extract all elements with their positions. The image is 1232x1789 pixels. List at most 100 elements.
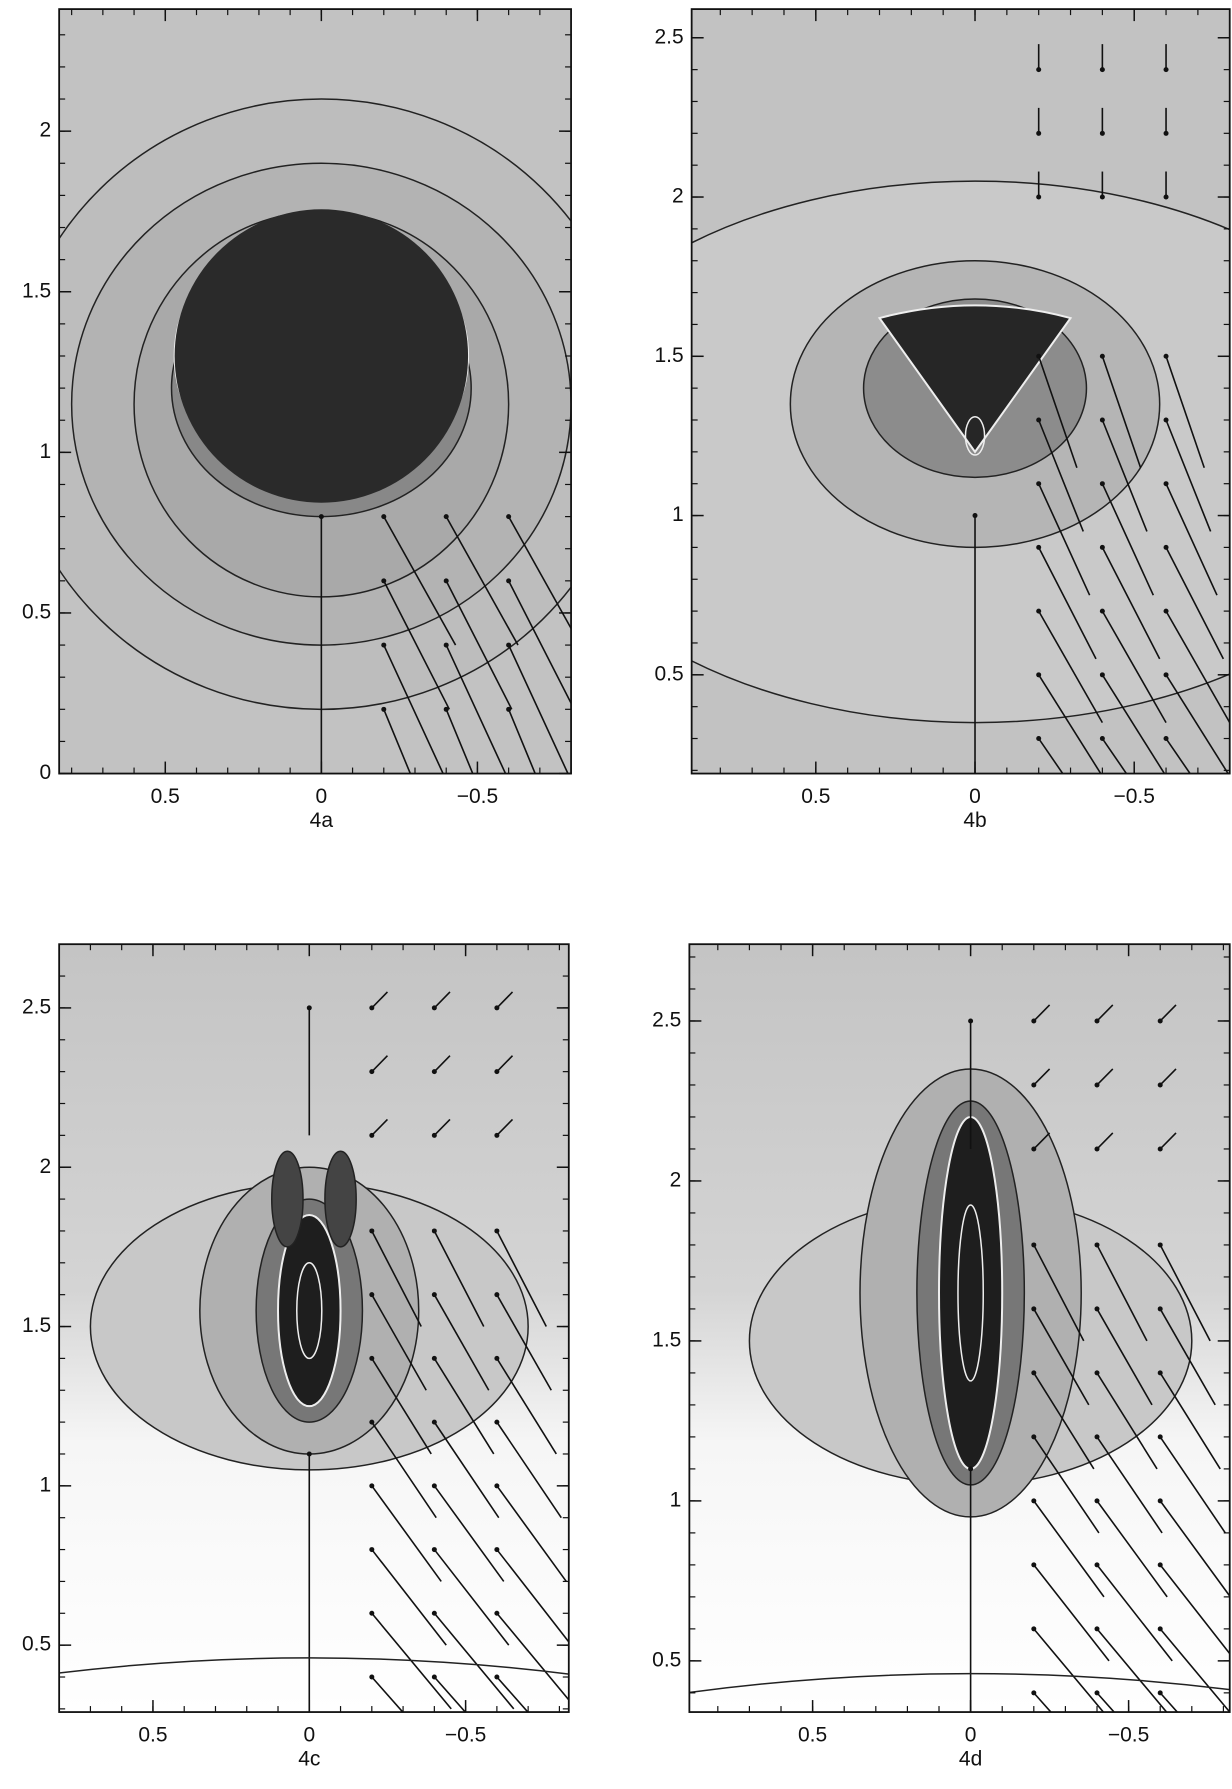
- vector-base: [1031, 1690, 1037, 1696]
- vector-base: [494, 1674, 500, 1680]
- vector-base: [369, 1005, 375, 1011]
- velocity-vector: [371, 1421, 437, 1519]
- panel-label: 4d: [959, 1748, 982, 1771]
- vector-base: [431, 1547, 437, 1553]
- vector-base: [443, 578, 449, 584]
- velocity-vector: [1101, 547, 1161, 660]
- vector-base: [1163, 481, 1169, 487]
- velocity-vector: [433, 991, 451, 1009]
- vector-base: [1163, 417, 1169, 423]
- vector-base: [1094, 1146, 1100, 1152]
- vector-base: [1157, 1306, 1163, 1312]
- velocity-vector: [371, 1294, 427, 1391]
- velocity-vector: [496, 1676, 529, 1713]
- vector-base: [1157, 1562, 1163, 1568]
- vector-base: [369, 1674, 375, 1680]
- panel: 0.5 0 −0.5 0.5 1 1.5 2 2.5 4b: [654, 8, 1231, 832]
- velocity-vector: [1037, 610, 1104, 723]
- x-tick-label: 0: [965, 1724, 977, 1747]
- x-tick-label: 0.5: [801, 785, 830, 808]
- vector-base: [431, 1005, 437, 1011]
- velocity-vector: [383, 580, 451, 710]
- velocity-vector: [1159, 1132, 1177, 1150]
- velocity-vector: [1033, 1564, 1110, 1662]
- vector-base: [381, 642, 387, 648]
- velocity-vector: [371, 1357, 432, 1455]
- panel-label: 4c: [298, 1748, 320, 1771]
- velocity-vector: [1038, 674, 1102, 774]
- vector-base: [369, 1483, 375, 1489]
- vector-base: [1094, 1434, 1100, 1440]
- velocity-vector: [371, 991, 389, 1009]
- vector-base: [1036, 544, 1042, 550]
- velocity-vector: [445, 644, 507, 774]
- velocity-vector: [1159, 1244, 1211, 1342]
- vector-base: [1157, 1146, 1163, 1152]
- vector-base: [1036, 481, 1042, 487]
- vector-base: [369, 1132, 375, 1138]
- velocity-vector: [496, 1549, 569, 1644]
- velocity-vector: [1038, 738, 1064, 774]
- vector-base: [1094, 1626, 1100, 1632]
- vector-base: [1099, 672, 1105, 678]
- vector-base: [968, 1466, 974, 1472]
- contour: [324, 1150, 357, 1248]
- vector-base: [1031, 1434, 1037, 1440]
- vector-base: [1036, 67, 1042, 73]
- velocity-vector: [1101, 738, 1128, 774]
- vector-base: [968, 1018, 974, 1024]
- vector-base: [494, 1483, 500, 1489]
- y-tick-label: 2: [39, 119, 51, 142]
- velocity-vector: [1037, 356, 1078, 469]
- vector-base: [494, 1292, 500, 1298]
- vector-base: [1157, 1690, 1163, 1696]
- vector-base: [1163, 130, 1169, 136]
- x-tick-label: 0: [969, 785, 981, 808]
- velocity-vector: [1033, 1692, 1052, 1713]
- velocity-vector: [496, 1294, 552, 1391]
- y-tick-label: 2.5: [652, 1009, 681, 1032]
- y-tick-label: 2: [39, 1155, 51, 1178]
- vector-base: [431, 1132, 437, 1138]
- vector-base: [369, 1069, 375, 1075]
- vector-base: [443, 706, 449, 712]
- velocity-vector: [1096, 1692, 1116, 1713]
- velocity-vector: [1096, 1004, 1114, 1022]
- y-tick-label: 0: [39, 761, 51, 784]
- velocity-vector: [433, 1676, 467, 1713]
- vector-base: [506, 642, 512, 648]
- velocity-vector: [1096, 1308, 1153, 1406]
- vector-base: [1031, 1306, 1037, 1312]
- velocity-vector: [1096, 1564, 1173, 1662]
- velocity-vector: [496, 1230, 547, 1327]
- panel: 0.5 0 −0.5 0.5 1 1.5 2 2.5 4d: [652, 943, 1231, 1771]
- y-tick-label: 0.5: [654, 662, 683, 685]
- velocity-vector: [1159, 1004, 1177, 1022]
- vector-base: [1099, 130, 1105, 136]
- y-tick-label: 1: [39, 440, 51, 463]
- velocity-vector: [507, 709, 537, 774]
- vector-base: [1094, 1082, 1100, 1088]
- vector-base: [1031, 1498, 1037, 1504]
- panel: 0.5 0 −0.5 0 0.5 1 1.5 2 4a: [22, 8, 572, 832]
- panel-label: 4a: [310, 809, 334, 832]
- vector-base: [494, 1132, 500, 1138]
- velocity-vector: [383, 516, 457, 646]
- velocity-vector: [371, 1230, 422, 1327]
- vector-base: [1099, 608, 1105, 614]
- vector-base: [1094, 1306, 1100, 1312]
- vector-base: [1031, 1370, 1037, 1376]
- frame: [688, 943, 1231, 1713]
- x-tick-label: 0.5: [798, 1724, 827, 1747]
- vector-base: [1099, 481, 1105, 487]
- vector-base: [1031, 1082, 1037, 1088]
- velocity-vector: [1101, 674, 1166, 774]
- vector-base: [431, 1355, 437, 1361]
- velocity-vector: [445, 516, 519, 646]
- vector-base: [494, 1005, 500, 1011]
- vector-base: [972, 513, 978, 519]
- vector-base: [369, 1292, 375, 1298]
- y-tick-label: 2.5: [22, 995, 51, 1018]
- velocity-vector: [445, 580, 513, 710]
